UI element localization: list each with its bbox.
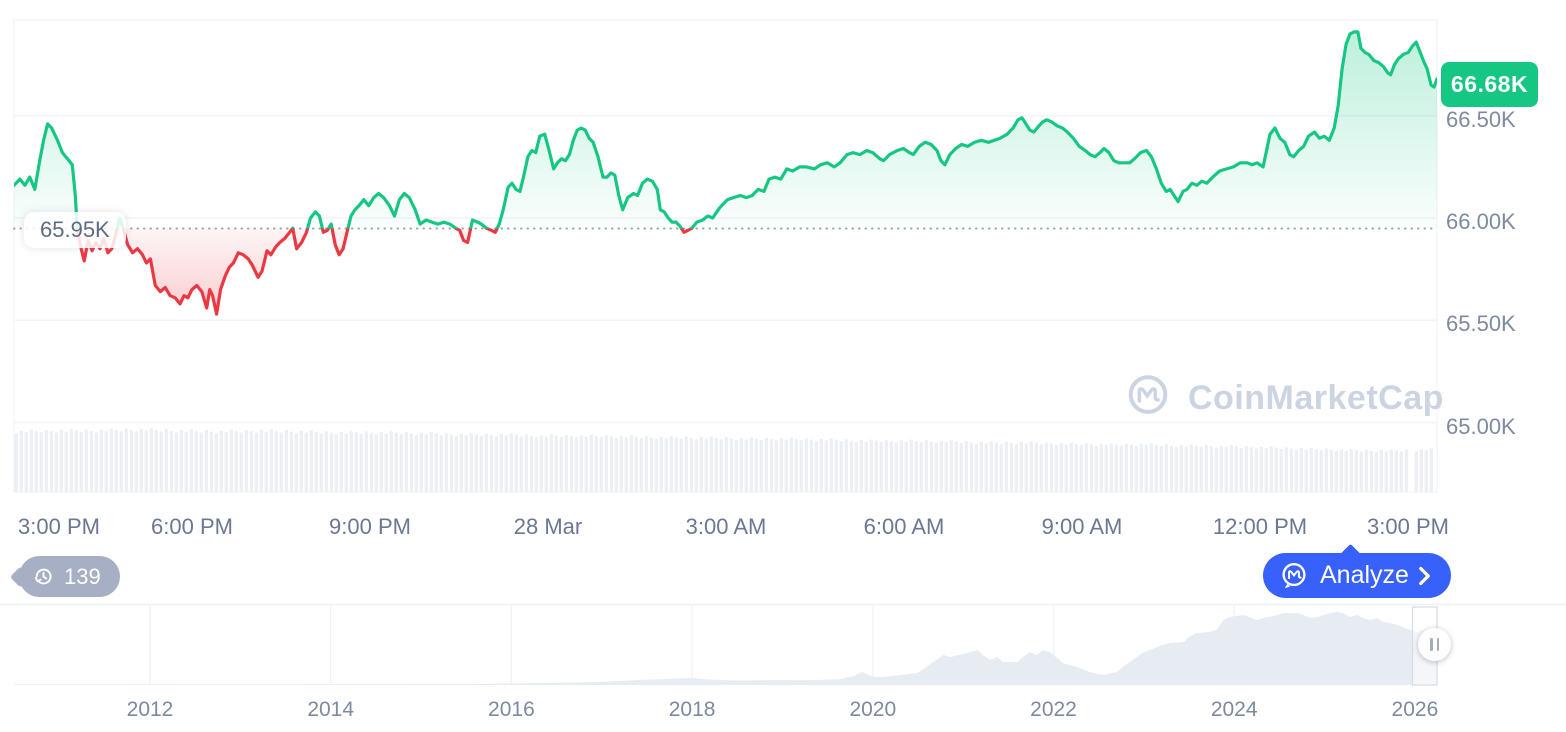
time-tick-label: 9:00 PM [329, 514, 411, 539]
year-tick-label: 2012 [126, 698, 174, 721]
analyze-label: Analyze [1320, 561, 1409, 589]
price-tick-label: 66.00K [1446, 209, 1516, 234]
history-count-badge[interactable]: 139 [19, 556, 120, 597]
year-tick-label: 2014 [307, 698, 355, 721]
year-tick-label: 2018 [668, 698, 716, 721]
time-tick-label: 12:00 PM [1212, 514, 1308, 539]
year-tick-label: 2022 [1030, 698, 1077, 721]
history-count: 139 [64, 563, 101, 589]
time-tick-label: 3:00 PM [18, 514, 100, 539]
analyze-logo-icon [1277, 559, 1311, 593]
time-tick-label: 9:00 AM [1041, 514, 1123, 539]
time-tick-label: 6:00 PM [151, 514, 233, 539]
coinmarketcap-logo-icon [1122, 370, 1174, 427]
price-tick-label: 65.50K [1446, 311, 1516, 337]
year-tick-label: 2026 [1391, 698, 1439, 721]
current-price-badge: 66.68K [1441, 62, 1538, 107]
watermark-text: CoinMarketCap [1188, 379, 1444, 417]
year-tick-label: 2024 [1210, 698, 1258, 721]
open-price-label: 65.95K [24, 212, 126, 248]
chevron-right-icon [1418, 566, 1431, 586]
coinmarketcap-watermark: CoinMarketCap [1122, 370, 1444, 427]
price-series [14, 30, 1437, 316]
handle-grip-icon [1436, 638, 1439, 651]
navigator [0, 603, 1566, 686]
year-tick-label: 2016 [488, 698, 535, 721]
time-tick-label: 3:00 AM [685, 514, 767, 539]
analyze-button[interactable]: Analyze [1263, 553, 1451, 598]
year-tick-label: 2020 [849, 698, 897, 721]
navigator-handle[interactable] [1418, 628, 1451, 661]
price-tick-label: 65.00K [1446, 413, 1516, 439]
price-tick-label: 66.50K [1446, 106, 1516, 132]
time-tick-label: 28 Mar [513, 514, 583, 539]
time-tick-label: 6:00 AM [863, 514, 945, 539]
volume-bars [14, 428, 1433, 492]
time-tick-label: 3:00 PM [1367, 514, 1449, 539]
history-clock-icon [32, 565, 55, 588]
handle-grip-icon [1430, 638, 1433, 651]
